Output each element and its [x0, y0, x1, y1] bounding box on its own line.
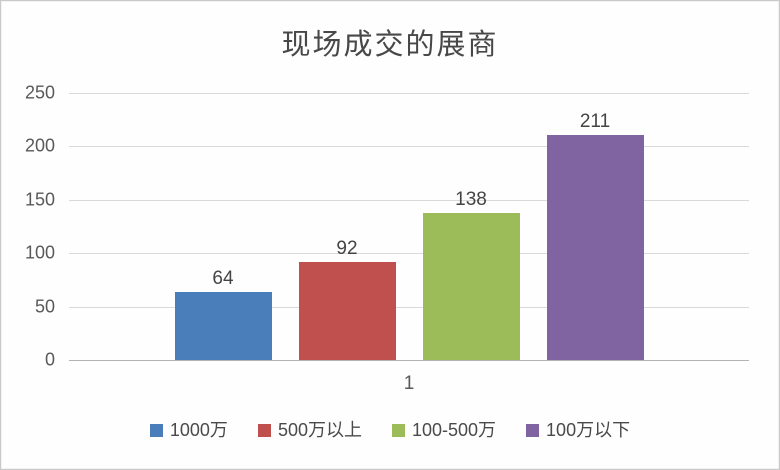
chart-title: 现场成交的展商: [281, 29, 499, 61]
gridline: [69, 199, 749, 201]
legend-item-3: 100万以下: [526, 421, 630, 439]
legend-swatch-icon: [526, 423, 540, 437]
y-tick-label: 250: [24, 82, 55, 103]
plot-area: 64 92 138 211 1: [69, 93, 749, 394]
legend-item-2: 100-500万: [391, 420, 497, 440]
bar-series-2: [422, 212, 520, 360]
bar-series-1: [298, 261, 396, 360]
bar-series-0: [174, 291, 272, 360]
legend-swatch-icon: [149, 423, 163, 437]
legend-label: 500万以上: [277, 420, 362, 440]
y-tick-label: 0: [44, 349, 55, 370]
bar-value-label: 92: [336, 237, 358, 259]
gridline: [69, 146, 749, 148]
bar-series-container: 64 92 138 211: [69, 93, 749, 360]
bar-group-series-0: 64: [174, 93, 272, 360]
x-axis-tick-label: 1: [403, 373, 415, 394]
legend-item-0: 1000万: [149, 420, 228, 440]
legend: 1000万 500万以上 100-500万 100万以下: [1, 421, 779, 439]
bar-group-series-1: 92: [298, 93, 396, 360]
x-axis-line: [69, 360, 749, 361]
gridline: [69, 93, 749, 94]
bar-group-series-3: 211: [546, 93, 644, 360]
bar-value-label: 138: [455, 188, 487, 210]
bar-value-label: 64: [212, 267, 234, 289]
bar-value-label: 211: [579, 110, 611, 132]
bar-group-series-2: 138: [422, 93, 520, 360]
y-tick-label: 50: [34, 296, 55, 317]
y-tick-label: 150: [24, 189, 55, 210]
legend-swatch-icon: [391, 423, 405, 437]
y-tick-label: 100: [24, 242, 55, 263]
y-axis-labels: 0 50 100 150 200 250: [7, 83, 55, 370]
bar-series-3: [546, 134, 644, 360]
gridline: [69, 306, 749, 308]
legend-label: 100万以下: [546, 420, 631, 440]
legend-label: 1000万: [169, 420, 228, 440]
legend-item-1: 500万以上: [257, 420, 362, 440]
legend-label: 100-500万: [411, 420, 497, 440]
legend-swatch-icon: [257, 423, 271, 437]
gridline: [69, 253, 749, 255]
y-tick-label: 200: [24, 135, 55, 156]
